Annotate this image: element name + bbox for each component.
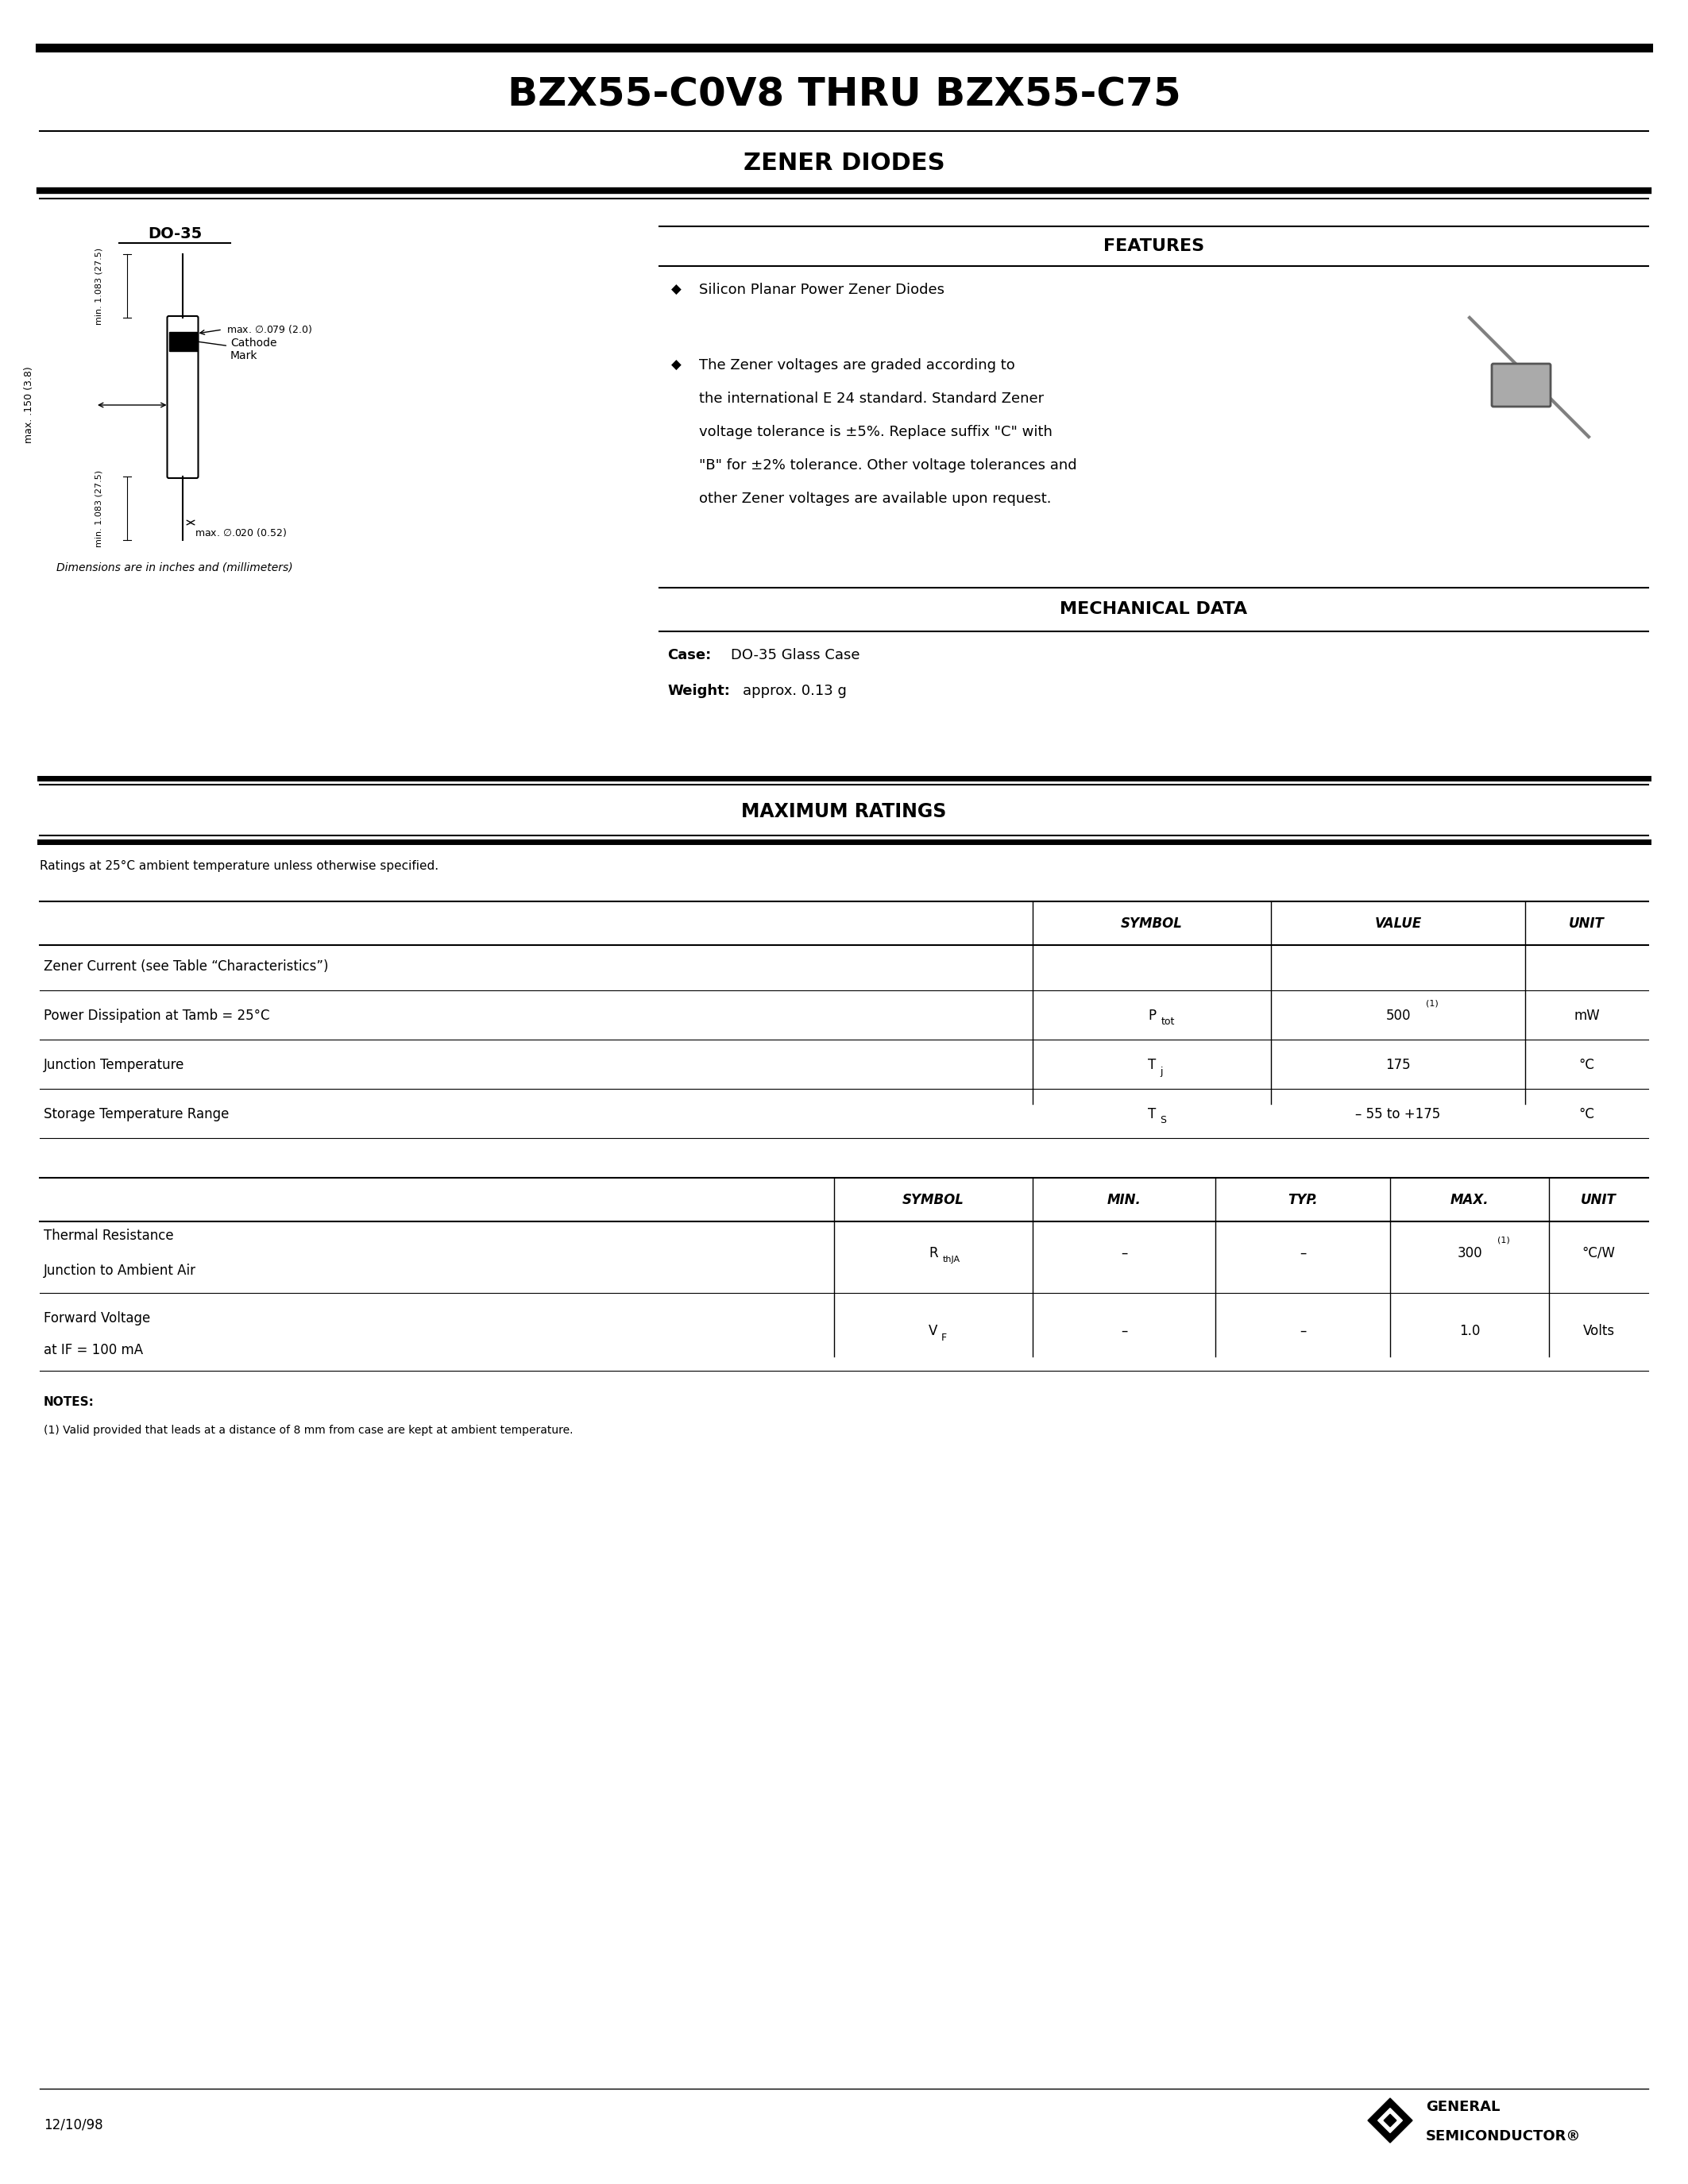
Text: °C: °C (1578, 1057, 1595, 1072)
Text: SYMBOL: SYMBOL (1121, 917, 1183, 930)
Text: VALUE: VALUE (1374, 917, 1421, 930)
Text: °C: °C (1578, 1107, 1595, 1120)
Text: thJA: thJA (944, 1256, 960, 1265)
Text: min. 1.083 (27.5): min. 1.083 (27.5) (95, 470, 103, 546)
Text: 300: 300 (1457, 1247, 1482, 1260)
Polygon shape (1377, 2108, 1403, 2134)
Text: j: j (1160, 1066, 1163, 1077)
Text: UNIT: UNIT (1580, 1192, 1617, 1208)
Polygon shape (1384, 2114, 1396, 2127)
Polygon shape (1367, 2099, 1413, 2143)
Text: The Zener voltages are graded according to: The Zener voltages are graded according … (699, 358, 1014, 373)
FancyBboxPatch shape (1492, 365, 1551, 406)
Text: (1) Valid provided that leads at a distance of 8 mm from case are kept at ambien: (1) Valid provided that leads at a dista… (44, 1424, 574, 1435)
Text: Junction to Ambient Air: Junction to Ambient Air (44, 1265, 196, 1278)
Text: DO-35 Glass Case: DO-35 Glass Case (731, 649, 859, 662)
Text: TYP.: TYP. (1288, 1192, 1318, 1208)
Text: – 55 to +175: – 55 to +175 (1355, 1107, 1440, 1120)
Text: BZX55-C0V8 THRU BZX55-C75: BZX55-C0V8 THRU BZX55-C75 (508, 76, 1180, 114)
Text: –: – (1121, 1324, 1128, 1339)
Text: –: – (1121, 1247, 1128, 1260)
Text: approx. 0.13 g: approx. 0.13 g (743, 684, 847, 699)
Text: R: R (928, 1247, 939, 1260)
Text: MAXIMUM RATINGS: MAXIMUM RATINGS (741, 802, 947, 821)
Text: SYMBOL: SYMBOL (903, 1192, 964, 1208)
Text: "B" for ±2% tolerance. Other voltage tolerances and: "B" for ±2% tolerance. Other voltage tol… (699, 459, 1077, 472)
Bar (169, 332, 196, 352)
Text: UNIT: UNIT (1568, 917, 1605, 930)
Text: tot: tot (1161, 1018, 1175, 1026)
Text: NOTES:: NOTES: (44, 1396, 95, 1409)
Text: FEATURES: FEATURES (1104, 238, 1204, 253)
Text: other Zener voltages are available upon request.: other Zener voltages are available upon … (699, 491, 1052, 507)
FancyBboxPatch shape (167, 317, 197, 478)
Text: T: T (1148, 1057, 1156, 1072)
Text: ◆: ◆ (672, 282, 682, 297)
Text: –: – (1300, 1324, 1307, 1339)
Text: max. $\varnothing$.079 (2.0): max. $\varnothing$.079 (2.0) (226, 323, 312, 336)
Text: Case:: Case: (667, 649, 711, 662)
Text: Dimensions are in inches and (millimeters): Dimensions are in inches and (millimeter… (57, 561, 294, 574)
Text: DO-35: DO-35 (147, 227, 203, 242)
Text: MAX.: MAX. (1450, 1192, 1489, 1208)
Text: Storage Temperature Range: Storage Temperature Range (44, 1107, 230, 1120)
Text: 500: 500 (1386, 1009, 1411, 1022)
Text: SEMICONDUCTOR®: SEMICONDUCTOR® (1426, 2129, 1582, 2143)
Text: the international E 24 standard. Standard Zener: the international E 24 standard. Standar… (699, 391, 1043, 406)
Text: 1.0: 1.0 (1458, 1324, 1480, 1339)
Text: Silicon Planar Power Zener Diodes: Silicon Planar Power Zener Diodes (699, 282, 945, 297)
Text: ◆: ◆ (672, 358, 682, 373)
Text: (1): (1) (1426, 998, 1438, 1007)
Text: –: – (1300, 1247, 1307, 1260)
Text: V: V (928, 1324, 939, 1339)
Text: Forward Voltage: Forward Voltage (44, 1310, 150, 1326)
Text: 175: 175 (1386, 1057, 1411, 1072)
Text: min. 1.083 (27.5): min. 1.083 (27.5) (95, 247, 103, 325)
Text: P: P (1148, 1009, 1156, 1022)
Text: ZENER DIODES: ZENER DIODES (743, 151, 945, 175)
Text: Junction Temperature: Junction Temperature (44, 1057, 184, 1072)
Text: S: S (1160, 1116, 1166, 1125)
Text: MECHANICAL DATA: MECHANICAL DATA (1060, 601, 1247, 618)
Text: (1): (1) (1497, 1236, 1509, 1245)
Text: max. $\varnothing$.020 (0.52): max. $\varnothing$.020 (0.52) (194, 526, 287, 537)
Text: Cathode
Mark: Cathode Mark (199, 339, 277, 360)
Text: Ratings at 25°C ambient temperature unless otherwise specified.: Ratings at 25°C ambient temperature unle… (41, 860, 439, 871)
Text: Weight:: Weight: (667, 684, 729, 699)
Text: Power Dissipation at Tamb = 25°C: Power Dissipation at Tamb = 25°C (44, 1009, 270, 1022)
Text: F: F (942, 1332, 947, 1343)
Text: GENERAL: GENERAL (1426, 2099, 1501, 2114)
Text: °C/W: °C/W (1582, 1247, 1615, 1260)
Text: max. .150 (3.8): max. .150 (3.8) (24, 367, 34, 443)
Text: Volts: Volts (1583, 1324, 1614, 1339)
Text: Zener Current (see Table “Characteristics”): Zener Current (see Table “Characteristic… (44, 959, 329, 974)
Text: MIN.: MIN. (1107, 1192, 1141, 1208)
Text: at IF = 100 mA: at IF = 100 mA (44, 1343, 143, 1356)
Text: T: T (1148, 1107, 1156, 1120)
Text: 12/10/98: 12/10/98 (44, 2116, 103, 2132)
Text: Thermal Resistance: Thermal Resistance (44, 1230, 174, 1243)
Text: mW: mW (1573, 1009, 1600, 1022)
Text: voltage tolerance is ±5%. Replace suffix "C" with: voltage tolerance is ±5%. Replace suffix… (699, 426, 1052, 439)
